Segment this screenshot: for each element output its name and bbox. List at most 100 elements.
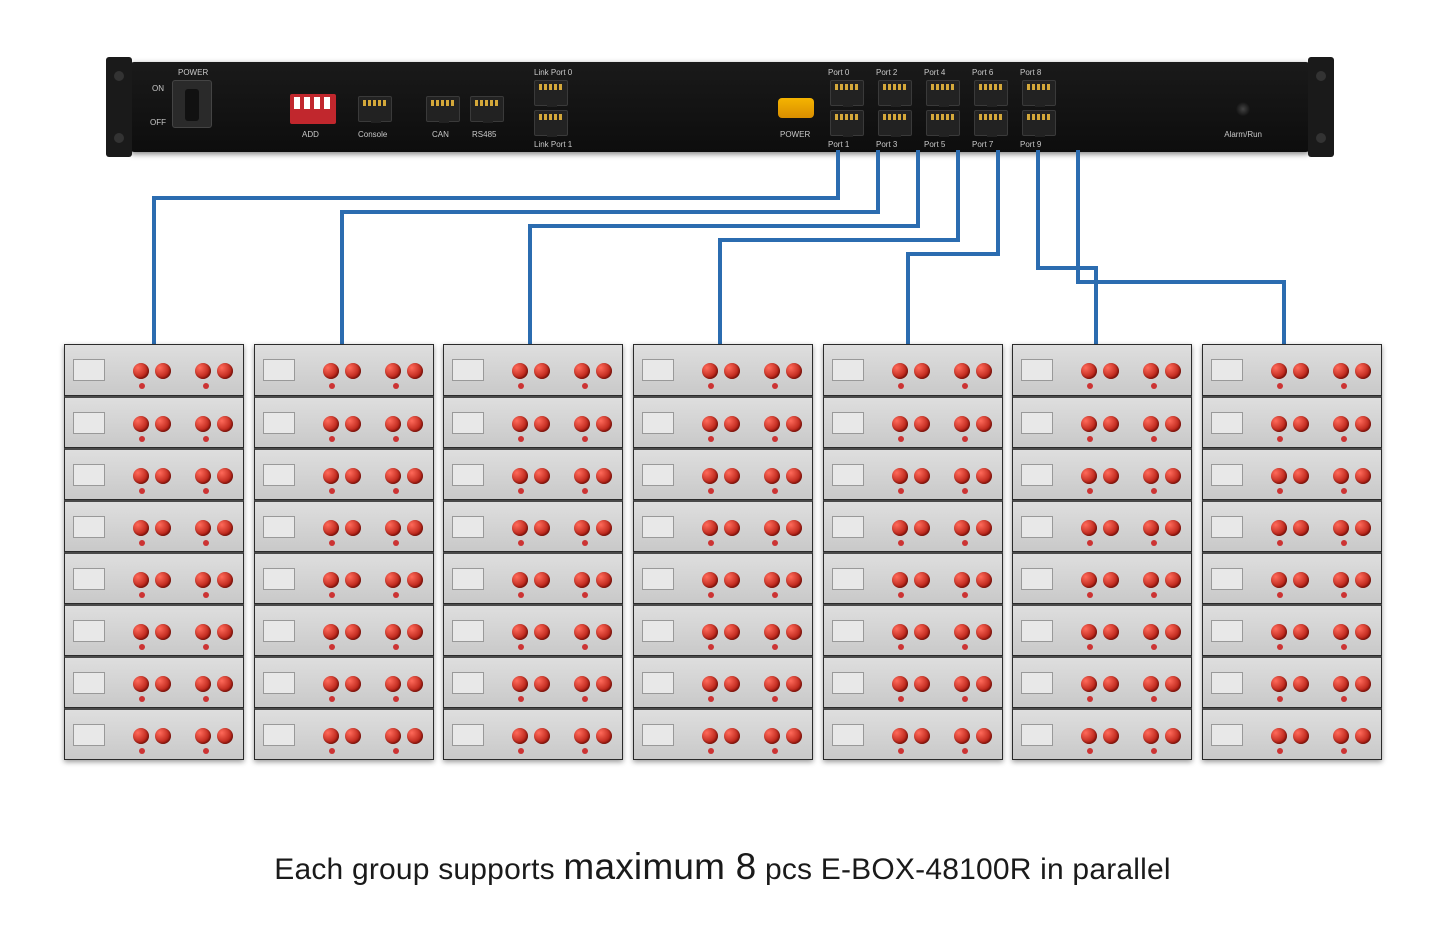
- output-port-bottom-1: [878, 110, 912, 136]
- wire-3: [720, 152, 958, 344]
- battery-unit: [823, 552, 1003, 604]
- port-bottom-label-3: Port 7: [972, 140, 993, 149]
- battery-unit: [254, 708, 434, 760]
- port-top-label-1: Port 2: [876, 68, 897, 77]
- battery-unit: [443, 552, 623, 604]
- battery-unit: [823, 344, 1003, 396]
- battery-unit: [64, 708, 244, 760]
- output-port-bottom-4: [1022, 110, 1056, 136]
- battery-unit: [254, 448, 434, 500]
- battery-unit: [633, 604, 813, 656]
- battery-unit: [633, 344, 813, 396]
- battery-unit: [64, 500, 244, 552]
- battery-unit: [443, 448, 623, 500]
- link-port-0: [534, 80, 568, 106]
- battery-unit: [254, 656, 434, 708]
- wire-1: [342, 152, 878, 344]
- output-port-bottom-0: [830, 110, 864, 136]
- battery-unit: [1012, 396, 1192, 448]
- power-switch: [172, 80, 212, 128]
- battery-unit: [823, 604, 1003, 656]
- battery-unit: [1202, 552, 1382, 604]
- battery-unit: [823, 656, 1003, 708]
- battery-unit: [1012, 448, 1192, 500]
- battery-unit: [443, 500, 623, 552]
- output-port-top-4: [1022, 80, 1056, 106]
- rack-ear-left: [106, 57, 132, 157]
- battery-unit: [823, 708, 1003, 760]
- battery-unit: [64, 552, 244, 604]
- battery-unit: [254, 552, 434, 604]
- battery-unit: [1012, 344, 1192, 396]
- caption: Each group supports maximum 8 pcs E-BOX-…: [0, 846, 1445, 888]
- port-bottom-label-4: Port 9: [1020, 140, 1041, 149]
- link-port1-label: Link Port 1: [534, 140, 572, 149]
- power-connector: [778, 98, 814, 118]
- battery-unit: [633, 656, 813, 708]
- output-port-bottom-2: [926, 110, 960, 136]
- port-bottom-label-1: Port 3: [876, 140, 897, 149]
- battery-stack-0: [64, 344, 244, 760]
- port-can-label: CAN: [432, 130, 449, 139]
- battery-unit: [64, 604, 244, 656]
- battery-stack-1: [254, 344, 434, 760]
- battery-unit: [1012, 604, 1192, 656]
- battery-stack-6: [1202, 344, 1382, 760]
- battery-unit: [1202, 656, 1382, 708]
- wire-4: [908, 152, 998, 344]
- battery-unit: [443, 604, 623, 656]
- power-title: POWER: [178, 68, 208, 77]
- port-console-label: Console: [358, 130, 387, 139]
- alarm-label: Alarm/Run: [1224, 130, 1262, 139]
- battery-unit: [1202, 448, 1382, 500]
- link-port0-label: Link Port 0: [534, 68, 572, 77]
- battery-unit: [254, 396, 434, 448]
- battery-stack-2: [443, 344, 623, 760]
- battery-unit: [1202, 500, 1382, 552]
- link-port-1: [534, 110, 568, 136]
- output-port-top-2: [926, 80, 960, 106]
- battery-unit: [64, 344, 244, 396]
- battery-unit: [633, 396, 813, 448]
- battery-unit: [64, 396, 244, 448]
- port-top-label-4: Port 8: [1020, 68, 1041, 77]
- battery-unit: [633, 708, 813, 760]
- port-rs485-label: RS485: [472, 130, 496, 139]
- caption-pre: Each group supports: [274, 853, 563, 886]
- port-console: [358, 96, 392, 122]
- wire-2: [530, 152, 918, 344]
- wire-6: [1078, 152, 1284, 344]
- output-port-top-1: [878, 80, 912, 106]
- alarm-jack: [1236, 102, 1250, 116]
- battery-unit: [633, 500, 813, 552]
- output-port-bottom-3: [974, 110, 1008, 136]
- power-off-label: OFF: [150, 118, 166, 127]
- rack-ear-right: [1308, 57, 1334, 157]
- dip-switch: [290, 94, 336, 124]
- battery-groups: [64, 344, 1382, 760]
- battery-unit: [254, 500, 434, 552]
- port-rs485: [470, 96, 504, 122]
- battery-unit: [1202, 344, 1382, 396]
- battery-unit: [823, 396, 1003, 448]
- battery-stack-3: [633, 344, 813, 760]
- power-connector-label: POWER: [780, 130, 810, 139]
- battery-unit: [823, 448, 1003, 500]
- battery-unit: [254, 604, 434, 656]
- output-port-top-3: [974, 80, 1008, 106]
- port-top-label-2: Port 4: [924, 68, 945, 77]
- battery-unit: [64, 448, 244, 500]
- battery-unit: [633, 552, 813, 604]
- battery-unit: [1012, 552, 1192, 604]
- battery-unit: [1202, 604, 1382, 656]
- battery-unit: [1012, 656, 1192, 708]
- port-top-label-0: Port 0: [828, 68, 849, 77]
- wire-0: [154, 152, 838, 344]
- battery-unit: [1012, 708, 1192, 760]
- output-port-top-0: [830, 80, 864, 106]
- battery-stack-4: [823, 344, 1003, 760]
- port-can: [426, 96, 460, 122]
- battery-unit: [1202, 396, 1382, 448]
- battery-unit: [64, 656, 244, 708]
- battery-unit: [443, 656, 623, 708]
